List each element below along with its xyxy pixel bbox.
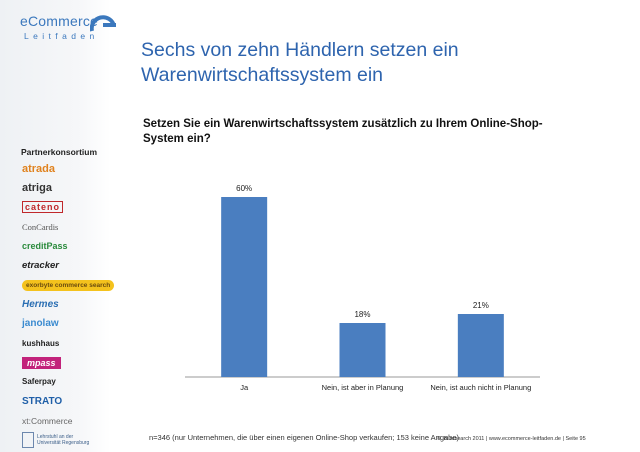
survey-question: Setzen Sie ein Warenwirtschaftssystem zu… [143,118,543,145]
brand-swoosh-icon [90,15,116,32]
partner-logo-saferpay: Saferpay [22,377,56,387]
partner-logo-atriga: atriga [22,182,52,195]
partner-logo-creditpass: creditPass [22,241,68,252]
bar-1 [339,323,386,377]
bar-2 [457,314,504,377]
partner-list: atrada atriga cateno ConCardis creditPas… [22,159,115,450]
partner-logo-kushhaus: kushhaus [22,338,60,348]
university-seal-icon [22,432,34,449]
brand-sub: Leitfaden [24,31,99,41]
partner-logo-university: Lehrstuhl an der Universität Regensburg [22,430,108,449]
partner-logo-cateno: cateno [22,198,108,217]
partner-logo-atrada: atrada [22,162,56,175]
brand-name: eCommerce [20,13,99,29]
data-label-2: 21% [473,301,489,310]
sample-footnote: n=346 (nur Unternehmen, die über einen e… [149,433,460,442]
sidebar: eCommerce Leitfaden Partnerkonsortium at… [0,0,116,452]
partner-logo-exorbyte: exorbyte commerce search [22,275,115,294]
brand-logo: eCommerce Leitfaden [20,13,116,47]
bar-0 [221,197,268,377]
partner-logo-hermes: Hermes [22,298,59,310]
data-label-0: 60% [236,184,252,193]
partner-logo-mpass: mpass [22,353,108,372]
partner-logo-strato: STRATO [22,395,63,407]
category-label-2: Nein, ist auch nicht in Planung [430,383,531,392]
bar-chart: 60% Ja 18% Nein, ist aber in Planung 21% Nein… [185,184,540,392]
data-label-1: 18% [354,310,370,319]
partner-logo-janolaw: janolaw [22,318,59,330]
category-label-0: Ja [240,383,249,392]
partner-logo-concardis: ConCardis [22,221,59,232]
partner-logo-etracker: etracker [22,260,59,272]
partner-heading: Partnerkonsortium [21,147,98,157]
page-title: Sechs von zehn Händlern setzen ein Waren… [141,39,459,86]
copyright-line: © ibi research 2011 | www.ecommerce-leit… [437,436,586,442]
partner-logo-xtcommerce: xt:Commerce [22,415,73,426]
category-label-1: Nein, ist aber in Planung [322,383,404,392]
